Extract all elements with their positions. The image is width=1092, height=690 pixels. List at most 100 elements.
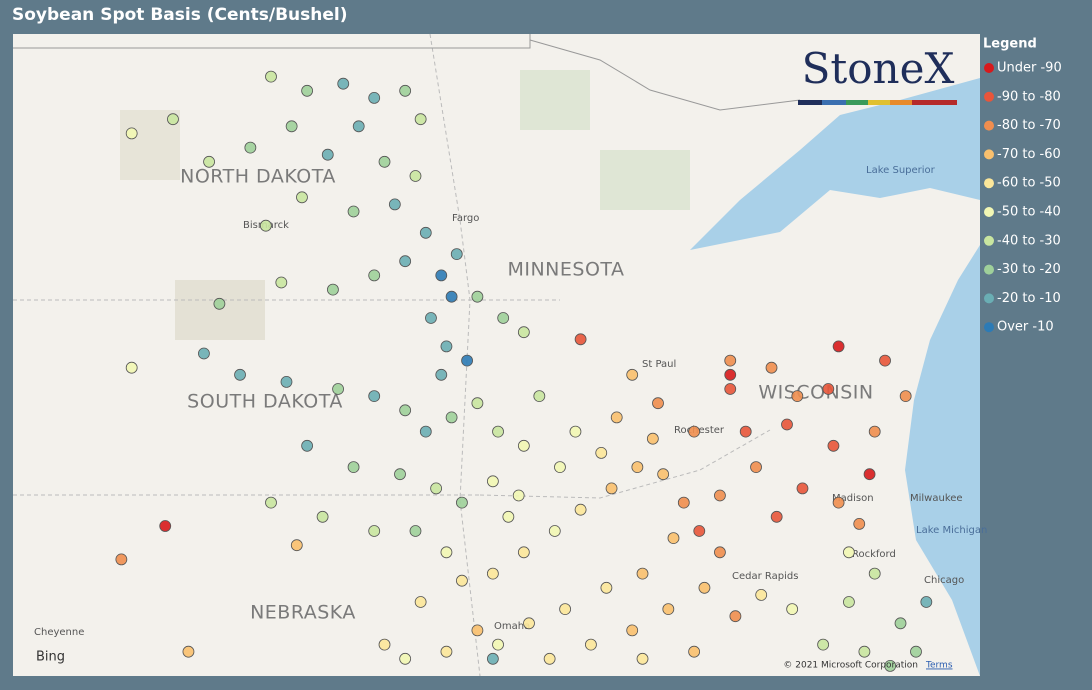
basis-point	[337, 77, 350, 90]
provider: Bing	[36, 650, 65, 665]
basis-point	[486, 652, 499, 665]
basis-point	[159, 520, 172, 532]
basis-point	[290, 539, 303, 552]
legend-label: Under -90	[997, 61, 1062, 76]
basis-point	[910, 645, 922, 658]
basis-point	[600, 581, 613, 594]
basis-point	[636, 652, 649, 665]
city-label: Rockford	[852, 549, 896, 560]
basis-point	[626, 624, 639, 637]
basis-point	[265, 70, 277, 83]
basis-point	[786, 603, 799, 615]
basis-point	[853, 518, 866, 530]
basis-point	[280, 375, 293, 388]
basis-point	[332, 383, 344, 395]
basis-point	[486, 567, 499, 580]
terms-link[interactable]: Terms	[925, 661, 953, 671]
basis-point	[554, 461, 566, 474]
title: Soybean Spot Basis (Cents/Bushel)	[12, 5, 347, 25]
basis-point	[486, 475, 499, 488]
basis-point	[456, 574, 468, 587]
basis-point	[688, 425, 701, 438]
basis-point	[832, 496, 845, 509]
legend: Under -90 -90 to -80 -80 to -70 -70 to -60 -…	[984, 61, 1062, 335]
basis-point	[419, 226, 432, 239]
basis-point	[445, 411, 458, 424]
basis-point	[414, 113, 427, 126]
basis-point	[688, 645, 701, 658]
legend-swatch	[984, 235, 994, 246]
basis-point	[259, 219, 272, 232]
basis-point	[595, 446, 608, 459]
basis-point	[739, 425, 752, 438]
legend-label: -40 to -30	[997, 233, 1061, 248]
basis-point	[352, 120, 365, 133]
basis-point	[646, 432, 659, 445]
basis-point	[729, 610, 742, 623]
basis-point	[770, 510, 783, 523]
basis-point	[409, 170, 422, 182]
legend-swatch	[984, 120, 994, 131]
basis-point	[517, 546, 530, 559]
basis-point	[378, 155, 391, 168]
basis-point	[693, 525, 706, 537]
basis-point	[301, 84, 314, 97]
basis-point	[440, 546, 453, 559]
state-label: NEBRASKA	[250, 602, 356, 624]
basis-point	[327, 283, 339, 296]
basis-point	[497, 312, 510, 324]
basis-point	[213, 297, 226, 310]
basis-point	[827, 439, 840, 452]
basis-point	[456, 496, 468, 509]
basis-point	[440, 645, 453, 658]
basis-point	[461, 354, 473, 367]
basis-point	[399, 255, 412, 268]
basis-point	[414, 596, 427, 608]
basis-point	[368, 390, 381, 403]
basis-point	[388, 198, 401, 211]
basis-point	[548, 525, 561, 537]
basis-point	[125, 127, 138, 140]
basis-point	[450, 248, 463, 261]
basis-point	[368, 269, 381, 282]
basis-point	[765, 361, 778, 374]
basis-point	[425, 312, 437, 324]
city-label: Cedar Rapids	[732, 571, 798, 582]
basis-point	[574, 503, 587, 516]
basis-point	[347, 205, 360, 218]
basis-point	[858, 645, 871, 658]
basis-point	[399, 652, 412, 665]
basis-point	[378, 638, 391, 651]
basis-point	[316, 510, 329, 523]
basis-point	[667, 532, 680, 544]
water-label: Lake Michigan	[916, 525, 987, 536]
state-label: WISCONSIN	[758, 382, 873, 404]
basis-point	[347, 461, 360, 474]
legend-label: -20 to -10	[997, 291, 1061, 306]
basis-point	[502, 510, 515, 523]
basis-point	[724, 383, 737, 395]
basis-point	[198, 347, 210, 360]
basis-point	[636, 567, 649, 580]
basis-point	[368, 525, 381, 537]
legend-label: -60 to -50	[997, 176, 1061, 191]
basis-point	[203, 155, 215, 168]
basis-point	[517, 439, 530, 452]
legend-label: -90 to -80	[997, 89, 1061, 104]
points	[115, 70, 933, 672]
basis-point	[125, 361, 138, 374]
basis-point	[517, 326, 530, 339]
legend-label: -50 to -40	[997, 205, 1061, 220]
basis-point	[399, 84, 412, 97]
basis-point	[631, 461, 644, 474]
basis-point	[445, 290, 458, 303]
legend-swatch	[984, 322, 994, 333]
water-label: Lake Superior	[866, 165, 936, 176]
basis-point	[296, 191, 308, 204]
legend-swatch	[984, 149, 994, 160]
legend-label: -70 to -60	[997, 147, 1061, 162]
legend-swatch	[984, 207, 994, 217]
city-label: Madison	[832, 493, 874, 504]
basis-point	[321, 148, 334, 161]
city-label: Chicago	[924, 575, 964, 586]
